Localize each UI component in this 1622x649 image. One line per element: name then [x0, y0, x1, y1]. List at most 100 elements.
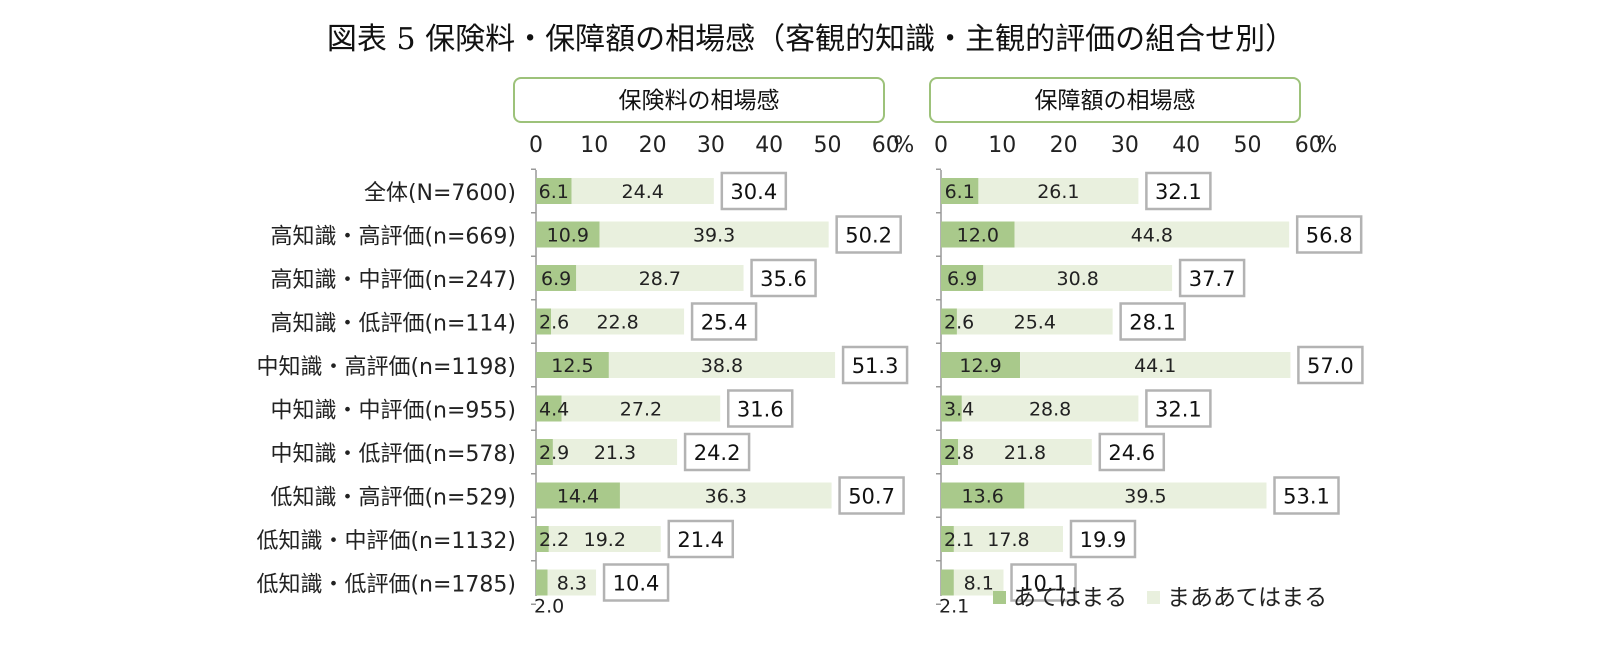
value-label-atehamaru: 6.1: [539, 181, 569, 203]
legend-label-maa-atehamaru: まああてはまる: [1167, 585, 1327, 611]
total-box: [1178, 258, 1246, 298]
bar-maa-atehamaru: [961, 395, 1139, 422]
value-label-atehamaru: 2.9: [539, 442, 569, 464]
total-box: [1119, 302, 1186, 341]
category-label: 低知識・低評価(n=1785): [256, 573, 516, 598]
bar-atehamaru: [941, 395, 962, 422]
total-box: [1297, 345, 1364, 385]
total-box: [683, 432, 751, 472]
legend-swatch-maa-atehamaru: [1147, 591, 1160, 604]
total-label: 50.7: [848, 485, 895, 509]
value-label-maa-atehamaru: 17.8: [987, 529, 1029, 551]
total-label: 35.6: [760, 267, 807, 291]
legend-swatch-atehamaru: [993, 591, 1006, 604]
value-label-maa-atehamaru: 39.3: [693, 225, 735, 247]
bar-maa-atehamaru: [599, 221, 829, 248]
total-box: [838, 476, 905, 515]
value-label-atehamaru: 10.9: [547, 225, 589, 247]
total-label: 30.4: [730, 180, 777, 204]
value-label-maa-atehamaru: 25.4: [1014, 312, 1056, 334]
value-label-maa-atehamaru: 8.3: [557, 573, 587, 595]
bar-atehamaru: [941, 308, 957, 335]
value-label-maa-atehamaru: 8.1: [964, 573, 994, 595]
bar-maa-atehamaru: [1020, 352, 1291, 378]
bar-maa-atehamaru: [1014, 221, 1290, 248]
bar-atehamaru: [941, 482, 1025, 509]
total-label: 24.2: [694, 441, 741, 465]
value-label-maa-atehamaru: 36.3: [705, 486, 747, 508]
bar-maa-atehamaru: [956, 308, 1113, 335]
total-label: 24.6: [1108, 441, 1155, 465]
bar-atehamaru: [536, 439, 553, 465]
total-box: [1273, 476, 1340, 515]
bar-maa-atehamaru: [983, 265, 1173, 291]
total-label: 10.4: [613, 572, 660, 596]
value-label-atehamaru: 2.8: [944, 442, 974, 464]
total-label: 53.1: [1283, 485, 1330, 509]
bar-maa-atehamaru: [548, 526, 661, 552]
total-box: [602, 563, 670, 602]
x-tick-label: 0: [934, 133, 948, 158]
x-tick-label: 40: [1172, 133, 1200, 158]
bar-maa-atehamaru: [978, 178, 1139, 204]
bar-maa-atehamaru: [1024, 482, 1267, 509]
x-tick-label: 10: [580, 133, 608, 158]
value-label-atehamaru: 4.4: [539, 399, 569, 421]
bar-atehamaru: [536, 265, 577, 291]
bar-maa-atehamaru: [551, 308, 685, 335]
legend-label-atehamaru: あてはまる: [1013, 585, 1127, 611]
bar-maa-atehamaru: [576, 265, 744, 291]
bar-atehamaru: [536, 178, 572, 204]
category-label: 中知識・高評価(n=1198): [256, 355, 516, 380]
total-label: 32.1: [1155, 398, 1202, 422]
total-box: [835, 215, 902, 254]
bar-atehamaru: [536, 395, 562, 422]
total-box: [1145, 389, 1212, 428]
bar-maa-atehamaru: [953, 526, 1063, 552]
value-label-maa-atehamaru: 39.5: [1124, 486, 1166, 508]
panel-title-box: [513, 77, 885, 123]
value-label-atehamaru: 12.9: [959, 355, 1001, 377]
x-unit-label: %: [893, 133, 914, 158]
x-tick-label: 50: [814, 133, 842, 158]
bar-atehamaru: [536, 221, 600, 248]
total-label: 51.3: [852, 354, 899, 378]
value-label-atehamaru: 14.4: [557, 486, 599, 508]
total-label: 56.8: [1306, 224, 1353, 248]
value-label-maa-atehamaru: 21.3: [594, 442, 636, 464]
category-label: 中知識・低評価(n=578): [270, 442, 516, 467]
value-label-atehamaru: 3.4: [944, 399, 974, 421]
bar-atehamaru: [941, 439, 959, 465]
value-label-maa-atehamaru: 21.8: [1004, 442, 1046, 464]
value-label-atehamaru: 13.6: [962, 486, 1004, 508]
value-label-maa-atehamaru: 28.8: [1029, 399, 1071, 421]
x-tick-label: 20: [1050, 133, 1078, 158]
value-label-maa-atehamaru: 26.1: [1037, 181, 1079, 203]
bar-maa-atehamaru: [958, 439, 1092, 465]
x-tick-label: 30: [697, 133, 725, 158]
value-label-atehamaru: 2.6: [944, 312, 974, 334]
total-label: 37.7: [1189, 267, 1236, 291]
panel-title: 保険料の相場感: [619, 88, 780, 114]
total-box: [750, 258, 817, 298]
total-box: [1010, 563, 1077, 602]
x-tick-label: 20: [639, 133, 667, 158]
bar-maa-atehamaru: [561, 395, 721, 422]
value-label-maa-atehamaru: 19.2: [584, 529, 626, 551]
category-label: 中知識・中評価(n=955): [270, 399, 516, 424]
total-label: 50.2: [845, 224, 892, 248]
value-label-atehamaru: 12.0: [957, 225, 999, 247]
value-label-maa-atehamaru: 38.8: [701, 355, 743, 377]
value-label-atehamaru: 12.5: [551, 355, 593, 377]
bar-atehamaru: [941, 569, 954, 596]
value-label-maa-atehamaru: 22.8: [596, 312, 638, 334]
chart-title: 図表 5 保険料・保障額の相場感（客観的知識・主観的評価の組合せ別）: [326, 22, 1296, 57]
category-label: 低知識・高評価(n=529): [270, 486, 516, 511]
bar-atehamaru: [941, 265, 984, 291]
category-label: 高知識・中評価(n=247): [270, 268, 516, 293]
value-label-atehamaru: 2.6: [539, 312, 569, 334]
category-label: 高知識・高評価(n=669): [270, 225, 516, 250]
x-tick-label: 50: [1234, 133, 1262, 158]
total-box: [726, 389, 794, 428]
